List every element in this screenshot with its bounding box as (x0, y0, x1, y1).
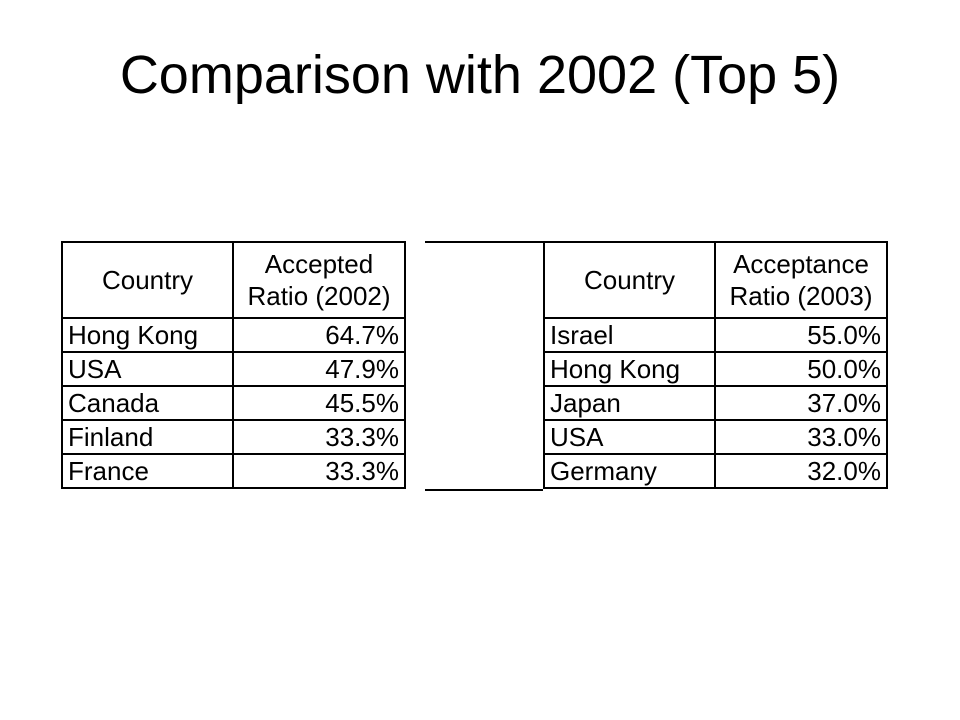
table-header-row: Country Accepted Ratio (2002) (61, 241, 406, 319)
ratio-header-line2: Ratio (2002) (247, 281, 391, 311)
ratio-header-line1: Accepted (264, 249, 374, 279)
country-header: Country (543, 241, 716, 319)
ratio-header-line1: Acceptance (733, 249, 869, 279)
ratio-cell: 32.0% (714, 453, 888, 489)
country-cell: France (61, 453, 234, 489)
ratio-cell: 33.3% (232, 453, 406, 489)
ratio-cell: 37.0% (714, 385, 888, 421)
table-header-row: Country Acceptance Ratio (2003) (543, 241, 888, 319)
table-row: Finland 33.3% (61, 419, 406, 455)
ratio-header: Accepted Ratio (2002) (232, 241, 406, 319)
ratio-cell: 47.9% (232, 351, 406, 387)
table-2002: Country Accepted Ratio (2002) Hong Kong … (61, 241, 406, 489)
table-row: Germany 32.0% (543, 453, 888, 489)
country-cell: Hong Kong (543, 351, 716, 387)
table-row: USA 33.0% (543, 419, 888, 455)
ratio-header-line2: Ratio (2003) (729, 281, 873, 311)
slide-title: Comparison with 2002 (Top 5) (119, 45, 841, 105)
table-row: USA 47.9% (61, 351, 406, 387)
table-row: Japan 37.0% (543, 385, 888, 421)
ratio-cell: 45.5% (232, 385, 406, 421)
table-gap (425, 241, 543, 491)
country-cell: Japan (543, 385, 716, 421)
ratio-cell: 50.0% (714, 351, 888, 387)
country-cell: Israel (543, 317, 716, 353)
table-row: Hong Kong 50.0% (543, 351, 888, 387)
ratio-cell: 55.0% (714, 317, 888, 353)
country-cell: USA (61, 351, 234, 387)
table-row: Hong Kong 64.7% (61, 317, 406, 353)
table-row: France 33.3% (61, 453, 406, 489)
country-cell: USA (543, 419, 716, 455)
country-cell: Germany (543, 453, 716, 489)
country-cell: Finland (61, 419, 234, 455)
country-header: Country (61, 241, 234, 319)
ratio-cell: 33.0% (714, 419, 888, 455)
ratio-cell: 33.3% (232, 419, 406, 455)
table-2003: Country Acceptance Ratio (2003) Israel 5… (543, 241, 888, 489)
ratio-header: Acceptance Ratio (2003) (714, 241, 888, 319)
ratio-cell: 64.7% (232, 317, 406, 353)
table-row: Canada 45.5% (61, 385, 406, 421)
country-cell: Hong Kong (61, 317, 234, 353)
country-cell: Canada (61, 385, 234, 421)
table-row: Israel 55.0% (543, 317, 888, 353)
